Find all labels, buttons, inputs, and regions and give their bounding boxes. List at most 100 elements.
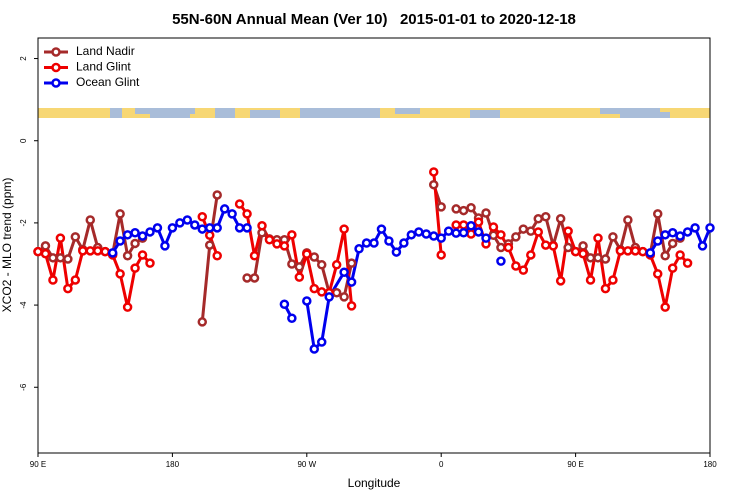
point (458, 220, 469, 230)
point (428, 167, 439, 177)
point (697, 241, 708, 251)
point (660, 230, 670, 240)
point (436, 233, 446, 243)
point (458, 205, 469, 216)
point (63, 254, 73, 264)
point (623, 215, 633, 225)
map-strip (38, 108, 710, 118)
point (496, 242, 506, 253)
point (287, 313, 297, 323)
point (652, 236, 663, 246)
point (414, 227, 424, 237)
point (287, 230, 297, 240)
point (249, 273, 260, 283)
point (316, 260, 327, 270)
legend-label: Ocean Glint (76, 75, 140, 89)
point (294, 262, 305, 272)
point (204, 223, 215, 233)
point (279, 241, 290, 251)
point (399, 238, 409, 248)
y-tick-label: -4 (19, 301, 28, 309)
point (585, 253, 596, 263)
point (55, 233, 66, 243)
point (667, 228, 678, 238)
point (406, 230, 417, 240)
point (70, 232, 81, 242)
point (130, 238, 140, 249)
point (451, 220, 461, 230)
x-tick-label: 90 E (567, 460, 583, 469)
point (257, 221, 267, 231)
point (242, 273, 252, 283)
point (548, 241, 558, 251)
point (585, 275, 596, 285)
point (85, 246, 96, 256)
point (40, 241, 51, 251)
point (428, 179, 439, 190)
point (600, 254, 611, 264)
chart-title: 55N-60N Annual Mean (Ver 10) 2015-01-01 … (172, 11, 576, 28)
point (130, 228, 140, 238)
point (481, 208, 491, 218)
point (578, 241, 588, 251)
point (122, 230, 133, 240)
point (160, 241, 170, 251)
y-axis-label: XCO2 - MLO trend (ppm) (0, 178, 14, 313)
point (316, 337, 327, 347)
point (555, 214, 566, 224)
point (204, 240, 215, 250)
point (212, 190, 222, 200)
point (309, 283, 320, 294)
point (578, 248, 588, 259)
point (40, 248, 51, 259)
point (451, 228, 461, 238)
point (302, 249, 312, 259)
point (652, 269, 663, 279)
point (526, 250, 536, 260)
point (690, 223, 700, 233)
point (346, 301, 357, 311)
x-axis-label: Longitude (348, 476, 401, 490)
point (540, 211, 551, 222)
y-tick-label: 0 (19, 138, 28, 143)
point (600, 283, 611, 294)
point (540, 240, 551, 250)
y-tick-label: -6 (19, 383, 28, 391)
point (107, 248, 118, 258)
point (227, 209, 237, 219)
point (682, 227, 693, 237)
x-tick-label: 90 W (297, 460, 316, 469)
point (331, 288, 342, 298)
point (443, 226, 454, 236)
point (391, 247, 402, 257)
point (287, 259, 297, 269)
point (115, 269, 125, 279)
point (152, 223, 163, 233)
point (660, 251, 670, 261)
point (137, 231, 148, 241)
point (593, 253, 603, 263)
point (279, 299, 290, 310)
x-tick-label: 90 E (30, 460, 46, 469)
point (503, 242, 514, 253)
point (481, 233, 491, 243)
legend-label: Land Nadir (76, 44, 135, 58)
point (324, 292, 334, 302)
point (496, 256, 506, 266)
point (376, 224, 387, 234)
point (234, 223, 245, 233)
x-tick-label: 0 (439, 460, 444, 469)
point (302, 296, 312, 306)
point (466, 221, 476, 231)
point (473, 227, 484, 237)
point (563, 226, 573, 236)
point (652, 209, 663, 219)
point (570, 246, 581, 257)
point (705, 223, 715, 233)
point (533, 227, 544, 237)
point (48, 253, 58, 263)
point (48, 275, 58, 285)
point (212, 251, 222, 261)
point (458, 228, 469, 238)
point (309, 344, 320, 354)
